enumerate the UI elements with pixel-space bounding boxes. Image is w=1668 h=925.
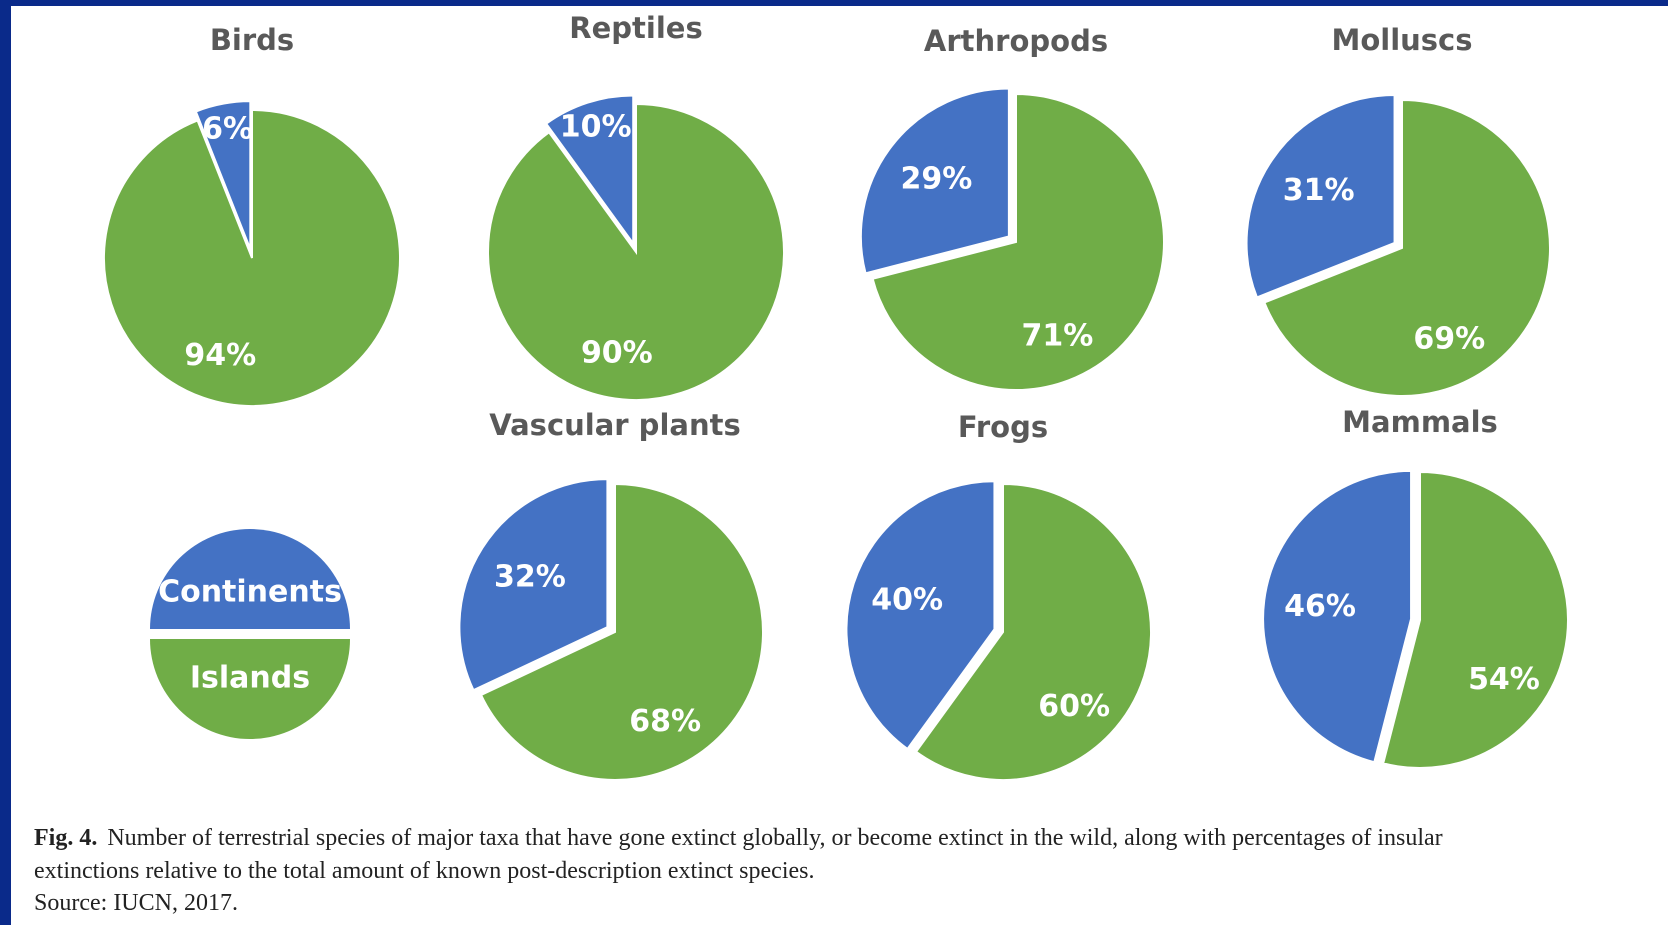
data-label: 29% (900, 162, 972, 197)
frame-top (0, 0, 1668, 6)
data-label: 46% (1284, 589, 1356, 624)
caption-label: Fig. 4. (34, 825, 97, 851)
pie-title: Frogs (958, 410, 1048, 444)
pie-title: Mammals (1342, 405, 1498, 439)
frame-left (0, 0, 11, 925)
data-label: 31% (1283, 173, 1355, 208)
data-label: 94% (184, 338, 256, 373)
data-label: 90% (581, 335, 653, 370)
data-label: 60% (1038, 689, 1110, 724)
data-label: 68% (629, 704, 701, 739)
legend-label: Continents (158, 575, 342, 610)
caption-source: Source: IUCN, 2017. (34, 890, 238, 916)
data-label: 71% (1021, 318, 1093, 353)
pie-title: Vascular plants (489, 408, 740, 442)
data-label: 10% (560, 110, 632, 145)
data-label: 32% (494, 560, 566, 595)
pie-title: Birds (210, 23, 294, 57)
pie-title: Arthropods (924, 24, 1108, 58)
figure: Fig. 4. Number of terrestrial species of … (0, 0, 1668, 925)
data-label: 40% (871, 582, 943, 617)
pie-title: Reptiles (569, 11, 702, 45)
data-label: 69% (1413, 322, 1485, 357)
caption-text: Number of terrestrial species of major t… (107, 825, 1442, 851)
data-label: 6% (202, 111, 253, 146)
caption-text: extinctions relative to the total amount… (34, 858, 814, 884)
legend-label: Islands (190, 661, 310, 696)
pie-title: Molluscs (1331, 23, 1472, 57)
caption-line: Fig. 4. Number of terrestrial species of … (34, 825, 1443, 851)
data-label: 54% (1468, 662, 1540, 697)
page: Fig. 4. Number of terrestrial species of … (0, 0, 1668, 925)
